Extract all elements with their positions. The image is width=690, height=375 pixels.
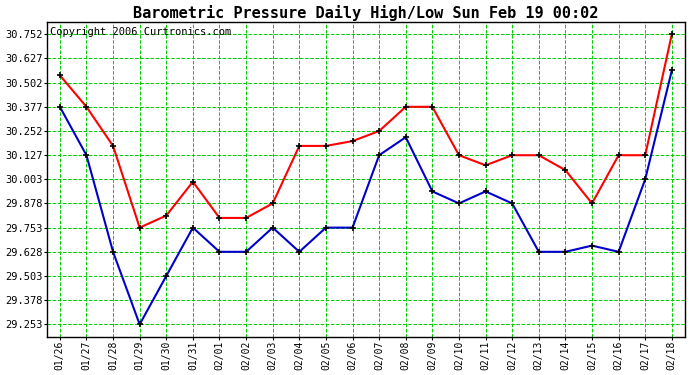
Text: Copyright 2006 Curtronics.com: Copyright 2006 Curtronics.com <box>50 27 231 37</box>
Title: Barometric Pressure Daily High/Low Sun Feb 19 00:02: Barometric Pressure Daily High/Low Sun F… <box>133 5 598 21</box>
